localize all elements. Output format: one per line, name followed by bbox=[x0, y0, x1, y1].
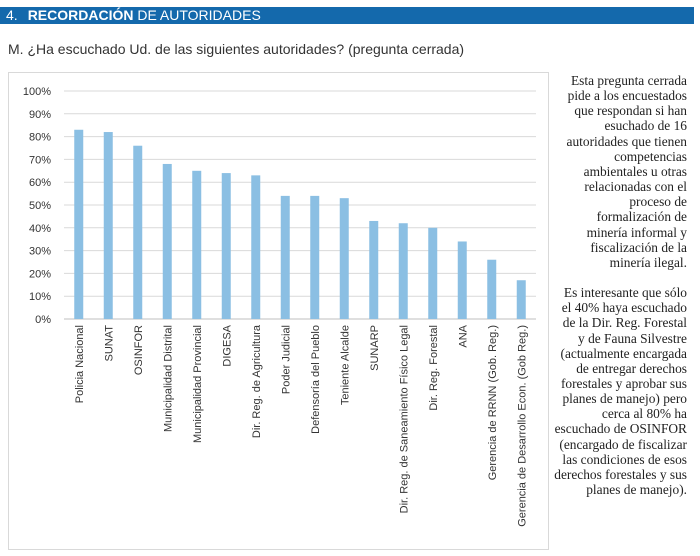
side-paragraph-1: Esta pregunta cerrada pide a los encuest… bbox=[566, 73, 687, 270]
side-commentary: Esta pregunta cerrada pide a los encuest… bbox=[553, 73, 687, 512]
question-text: M. ¿Ha escuchado Ud. de las siguientes a… bbox=[8, 41, 465, 57]
bar bbox=[162, 163, 172, 319]
bar bbox=[103, 132, 113, 319]
side-paragraph-2: Es interesante que sólo el 40% haya escu… bbox=[554, 285, 687, 498]
bar bbox=[457, 241, 467, 319]
x-tick-label: DIGESA bbox=[221, 324, 233, 366]
y-tick-label: 30% bbox=[29, 246, 51, 258]
x-tick-label: Gerencia de Desarrollo Econ. (Gob Reg.) bbox=[516, 325, 528, 527]
x-tick-label: Teniente Alcalde bbox=[339, 325, 351, 405]
bar bbox=[516, 280, 526, 319]
x-tick-label: Dir. Reg. de Agricultura bbox=[251, 324, 263, 438]
bar bbox=[74, 129, 84, 319]
x-tick-label: OSINFOR bbox=[133, 325, 145, 375]
y-tick-label: 10% bbox=[29, 291, 51, 303]
y-tick-label: 100% bbox=[23, 86, 51, 98]
bar bbox=[192, 170, 202, 319]
y-tick-label: 20% bbox=[29, 268, 51, 280]
y-tick-label: 90% bbox=[29, 109, 51, 121]
y-tick-label: 40% bbox=[29, 223, 51, 235]
bar bbox=[339, 198, 349, 319]
bar bbox=[487, 259, 497, 319]
bar bbox=[369, 220, 379, 319]
bar bbox=[221, 173, 231, 319]
x-tick-label: ANA bbox=[457, 324, 469, 347]
section-title-rest: DE AUTORIDADES bbox=[137, 7, 261, 23]
bar bbox=[133, 145, 143, 319]
x-tick-label: Dir. Reg. Forestal bbox=[428, 325, 440, 411]
chart-container: 0% 10% 20% 30% 40% 50% 60% 70% 80% 90% 100% Policia… bbox=[8, 72, 549, 550]
x-tick-label: SUNAT bbox=[103, 325, 115, 362]
bar bbox=[310, 195, 320, 319]
x-tick-label: Poder Judicial bbox=[280, 325, 292, 394]
section-number: 4. bbox=[6, 7, 18, 23]
bar bbox=[428, 227, 438, 319]
bar-chart: 0% 10% 20% 30% 40% 50% 60% 70% 80% 90% 100% Policia… bbox=[23, 86, 536, 527]
x-tick-label: SUNARP bbox=[369, 325, 381, 371]
bar bbox=[280, 195, 290, 319]
section-header: 4. RECORDACIÓN DE AUTORIDADES bbox=[0, 7, 694, 24]
section-title-bold: RECORDACIÓN bbox=[27, 7, 134, 23]
x-tick-label: Municipalidad Provincial bbox=[192, 325, 204, 443]
bar bbox=[398, 223, 408, 319]
x-tick-label: Municipalidad Distrital bbox=[162, 325, 174, 432]
y-tick-label: 80% bbox=[29, 132, 51, 144]
y-tick-label: 0% bbox=[35, 314, 51, 326]
x-tick-label: Policia Nacional bbox=[74, 325, 86, 403]
y-tick-label: 60% bbox=[29, 177, 51, 189]
x-tick-label: Gerencia de RRNN (Gob. Reg.) bbox=[487, 325, 499, 480]
bar bbox=[251, 175, 261, 319]
y-tick-label: 50% bbox=[29, 200, 51, 212]
y-tick-label: 70% bbox=[29, 154, 51, 166]
x-tick-label: Defensoría del Pueblo bbox=[310, 325, 322, 434]
x-tick-label: Dir. Reg. de Saneamiento Físico Legal bbox=[398, 325, 410, 513]
